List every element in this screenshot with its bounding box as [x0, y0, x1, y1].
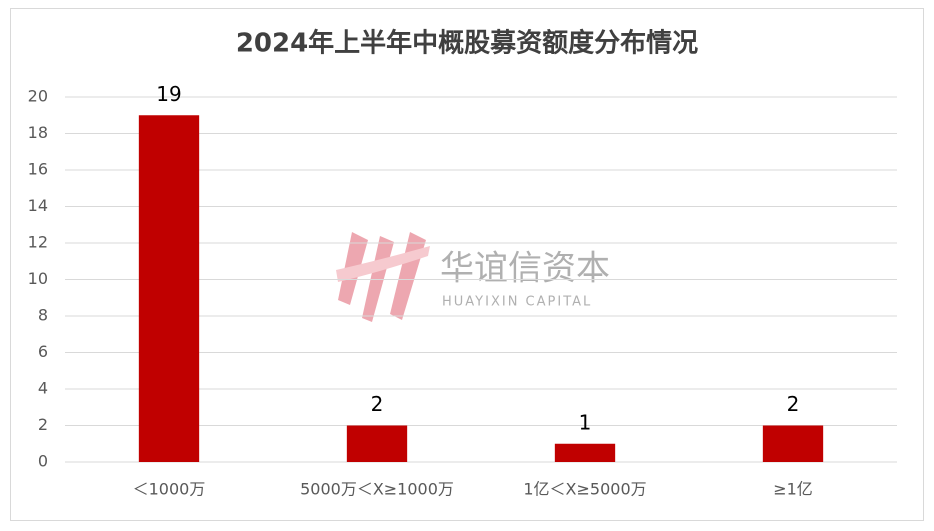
y-tick-label: 20 [28, 87, 48, 106]
bar [554, 443, 616, 462]
y-tick-label: 4 [38, 379, 48, 398]
y-tick-label: 14 [28, 196, 48, 215]
y-tick-label: 16 [28, 160, 48, 179]
y-tick-label: 6 [38, 342, 48, 361]
y-tick-label: 12 [28, 233, 48, 252]
bar [138, 115, 200, 462]
x-tick-label: 1亿＜X≥5000万 [523, 480, 646, 499]
y-tick-label: 10 [28, 269, 48, 288]
data-label: 2 [371, 392, 384, 416]
chart-title: 2024年上半年中概股募资额度分布情况 [236, 28, 698, 59]
watermark-subtitle: HUAYIXIN CAPITAL [442, 295, 592, 310]
x-tick-label: ＜1000万 [133, 480, 206, 499]
data-label: 2 [787, 392, 800, 416]
bar [762, 425, 824, 462]
data-label: 1 [579, 410, 592, 434]
y-tick-label: 0 [38, 452, 48, 471]
watermark-name: 华谊信资本 [440, 249, 610, 289]
bar [346, 425, 408, 462]
x-tick-label: 5000万＜X≥1000万 [300, 480, 454, 499]
y-tick-label: 2 [38, 415, 48, 434]
y-tick-label: 8 [38, 306, 48, 325]
y-tick-label: 18 [28, 123, 48, 142]
data-label: 19 [156, 82, 181, 106]
x-tick-label: ≥1亿 [773, 480, 813, 499]
